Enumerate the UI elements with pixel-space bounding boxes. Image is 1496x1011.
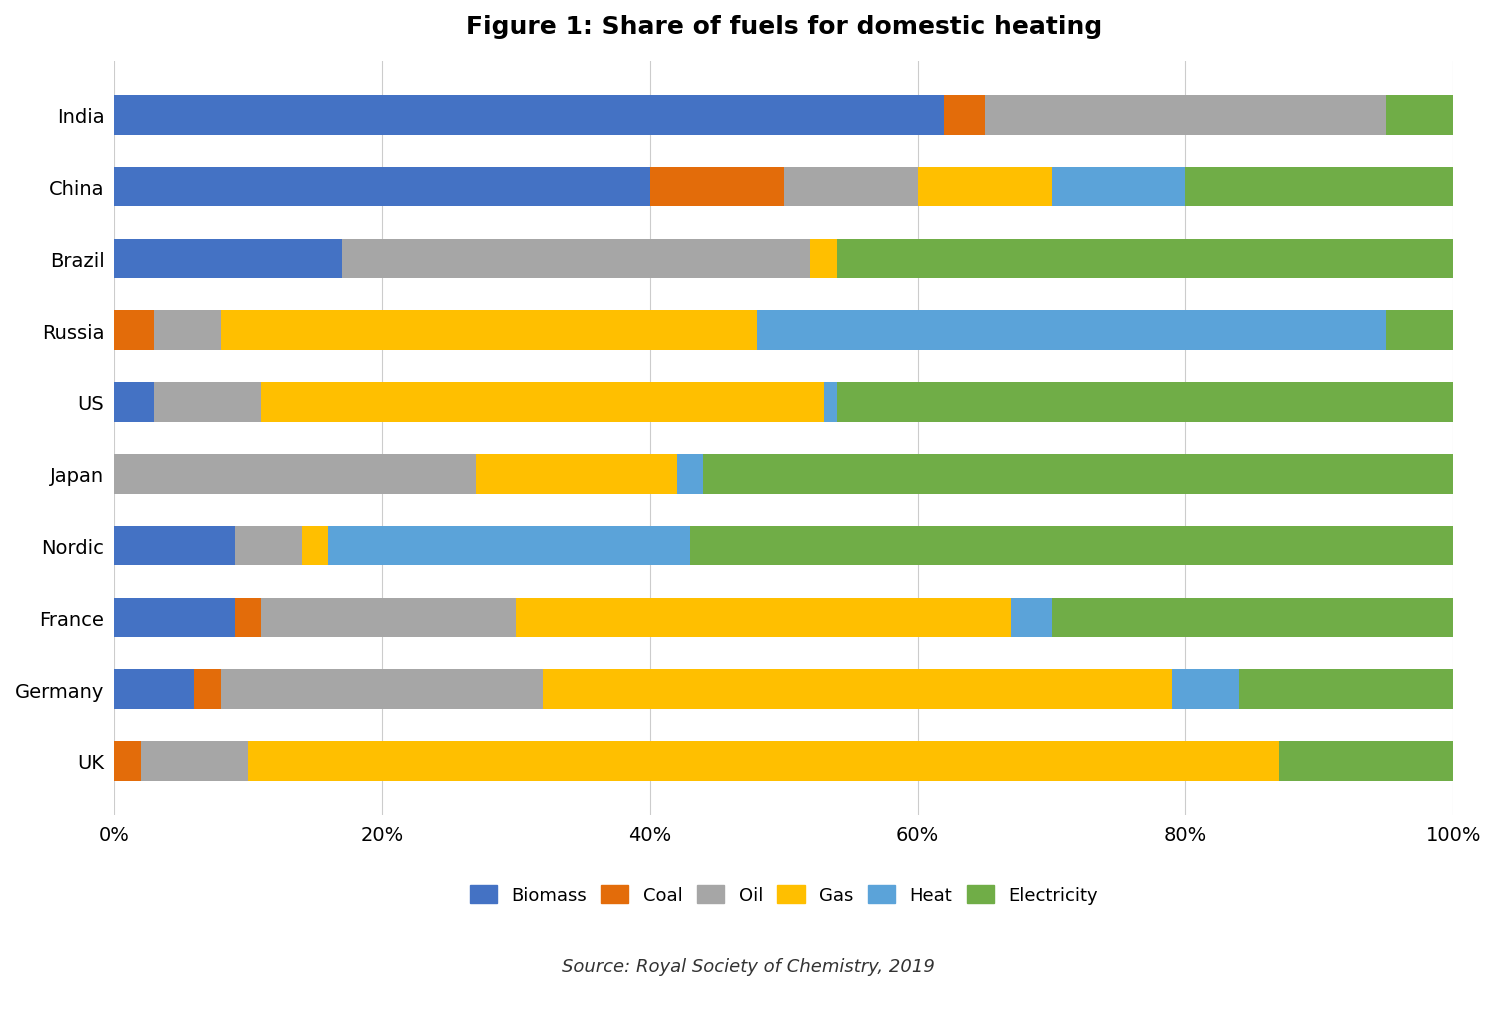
Bar [917, 168, 1052, 207]
Bar [154, 383, 262, 423]
Bar [141, 741, 248, 780]
Bar [114, 527, 235, 566]
Bar [194, 669, 221, 709]
Bar [114, 383, 154, 423]
Bar [262, 599, 516, 638]
Bar [114, 669, 194, 709]
Legend: Biomass, Coal, Oil, Gas, Heat, Electricity: Biomass, Coal, Oil, Gas, Heat, Electrici… [462, 878, 1106, 912]
Bar [476, 455, 676, 494]
Bar [824, 383, 838, 423]
Bar [341, 240, 811, 279]
Text: Source: Royal Society of Chemistry, 2019: Source: Royal Society of Chemistry, 2019 [561, 956, 935, 975]
Bar [248, 741, 1279, 780]
Bar [114, 96, 944, 135]
Bar [543, 669, 1171, 709]
Bar [221, 669, 543, 709]
Bar [811, 240, 838, 279]
Bar [1387, 311, 1453, 351]
Bar [838, 383, 1453, 423]
Bar [114, 741, 141, 780]
Bar [154, 311, 221, 351]
Bar [1239, 669, 1453, 709]
Bar [703, 455, 1453, 494]
Bar [235, 527, 302, 566]
Bar [757, 311, 1387, 351]
Bar [114, 311, 154, 351]
Title: Figure 1: Share of fuels for domestic heating: Figure 1: Share of fuels for domestic he… [465, 15, 1101, 39]
Bar [649, 168, 784, 207]
Bar [235, 599, 262, 638]
Bar [1052, 168, 1185, 207]
Bar [114, 168, 649, 207]
Bar [676, 455, 703, 494]
Bar [221, 311, 757, 351]
Bar [302, 527, 328, 566]
Bar [1011, 599, 1052, 638]
Bar [690, 527, 1453, 566]
Bar [1052, 599, 1453, 638]
Bar [114, 599, 235, 638]
Bar [784, 168, 917, 207]
Bar [838, 240, 1453, 279]
Bar [328, 527, 690, 566]
Bar [262, 383, 824, 423]
Bar [516, 599, 1011, 638]
Bar [114, 455, 476, 494]
Bar [1171, 669, 1239, 709]
Bar [1185, 168, 1453, 207]
Bar [1279, 741, 1453, 780]
Bar [984, 96, 1387, 135]
Bar [114, 240, 341, 279]
Bar [1387, 96, 1453, 135]
Bar [944, 96, 984, 135]
